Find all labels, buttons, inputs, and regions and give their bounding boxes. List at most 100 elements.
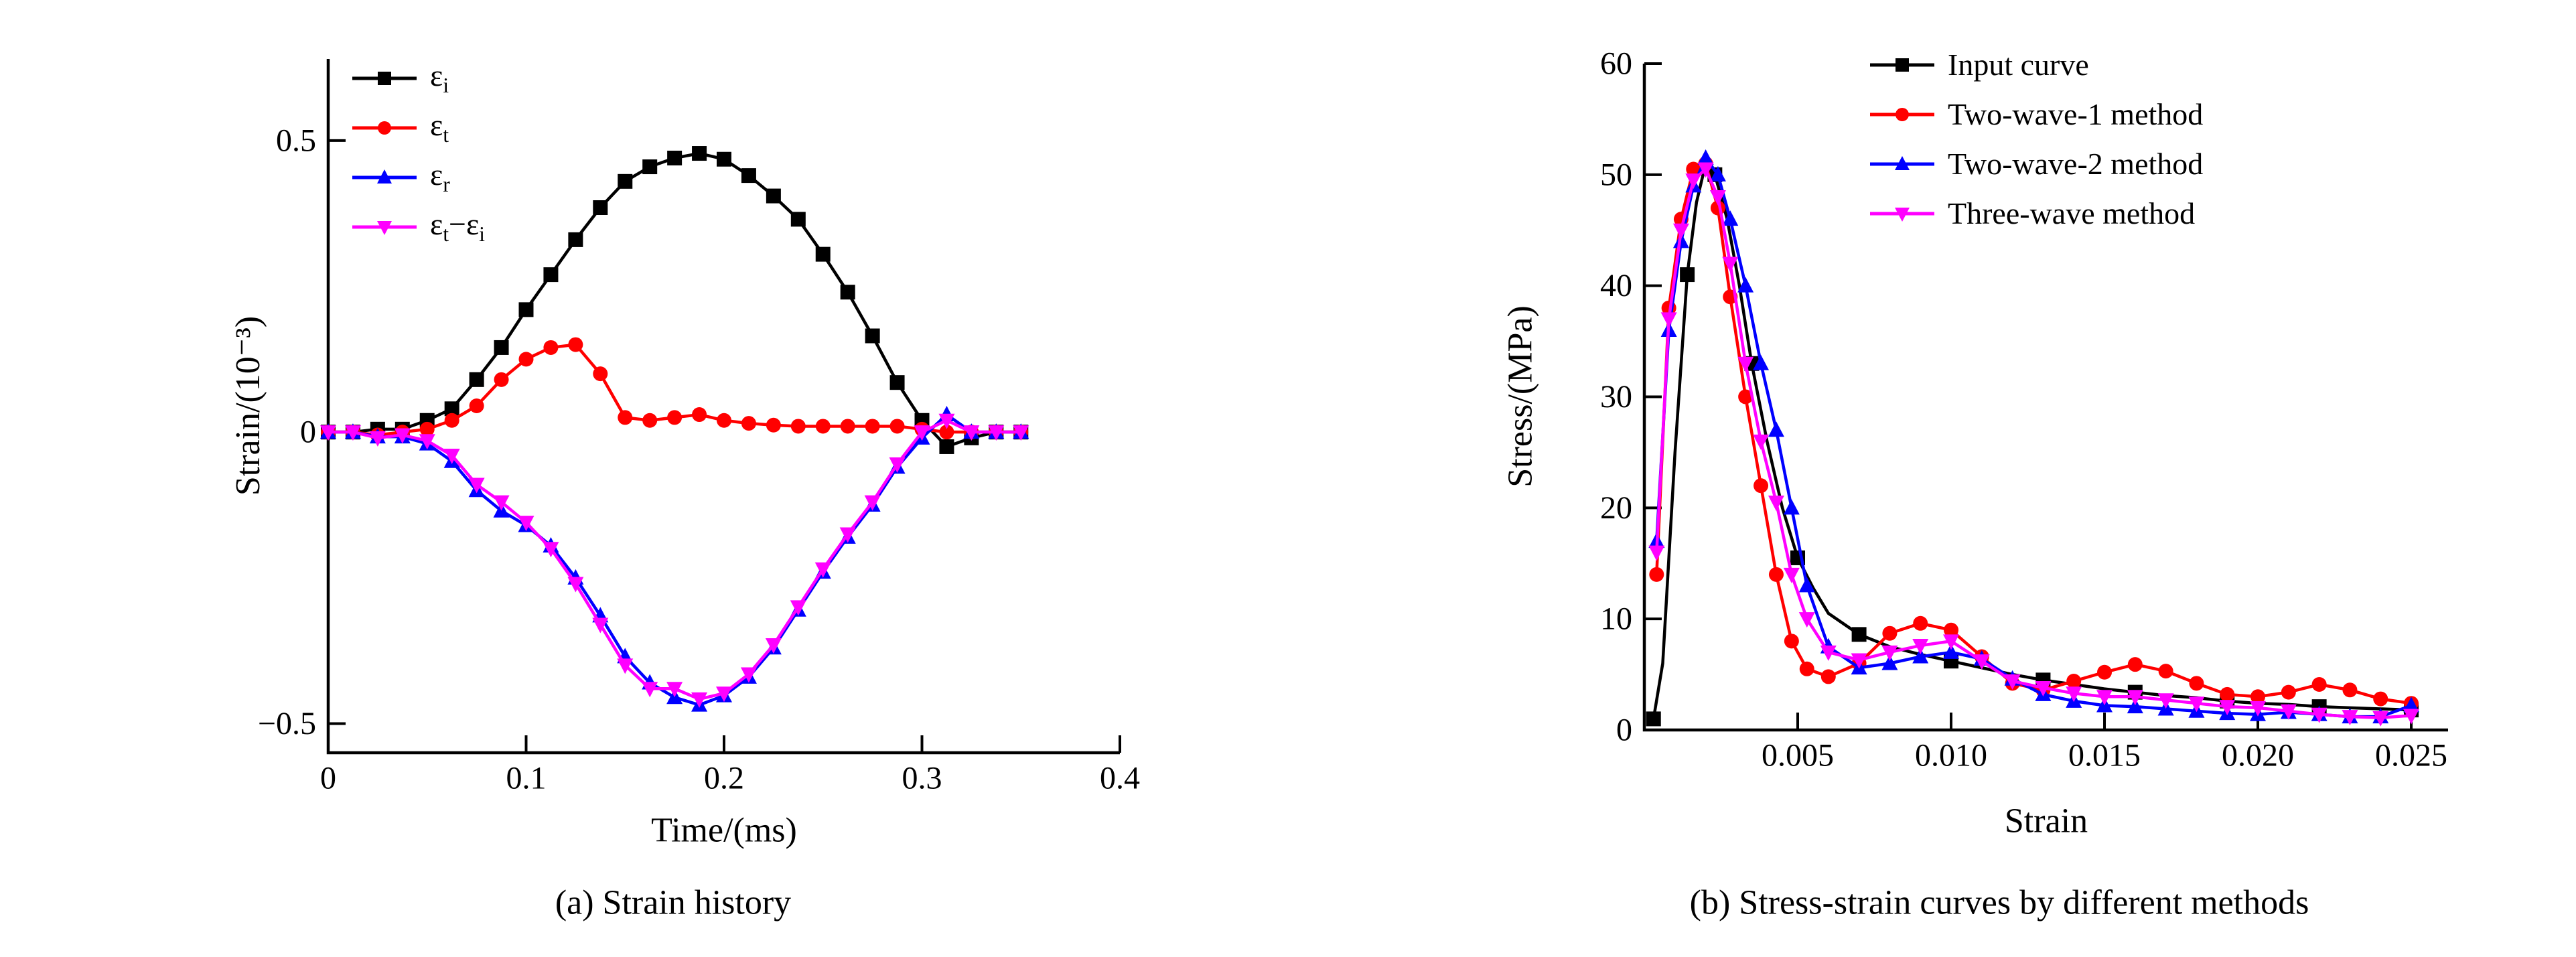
circle-marker (2311, 677, 2327, 692)
circle-marker (889, 419, 905, 434)
circle-marker (1895, 108, 1909, 121)
circle-marker (2220, 686, 2235, 702)
circle-marker (1754, 478, 1769, 494)
square-marker (543, 267, 559, 283)
circle-marker (444, 413, 459, 428)
circle-marker (593, 366, 608, 382)
circle-marker (1686, 161, 1701, 177)
triangle-down-marker (567, 577, 584, 593)
triangle-up-marker (1783, 499, 1800, 515)
series-line (1655, 167, 2413, 720)
legend-item: εt−εi (351, 202, 485, 252)
series-line (1655, 156, 2413, 719)
triangle-down-marker (1851, 653, 1867, 669)
circle-marker (840, 419, 855, 434)
square-marker (378, 72, 391, 85)
circle-marker (1820, 669, 1836, 684)
legend-glyph-circle (1870, 108, 1934, 121)
circle-marker (2158, 664, 2173, 679)
legend-item: Input curve (1869, 40, 2203, 90)
triangle-down-marker (2250, 701, 2267, 717)
square-marker (1680, 267, 1695, 283)
circle-marker (1768, 567, 1784, 582)
circle-marker (2373, 691, 2388, 707)
triangle-down-marker (765, 638, 782, 654)
y-tick-label: 50 (1600, 157, 1632, 192)
triangle-down-marker (1783, 567, 1800, 583)
square-marker (568, 232, 583, 247)
legend-label: Two-wave-2 method (1948, 147, 2204, 181)
y-tick-label: 20 (1600, 490, 1632, 526)
square-marker (618, 173, 633, 189)
square-marker (939, 439, 954, 454)
triangle-down-marker (914, 425, 930, 441)
triangle-down-marker (864, 495, 881, 511)
circle-marker (741, 416, 756, 431)
triangle-down-marker (2157, 693, 2174, 709)
legend-glyph-triangle-down (1870, 208, 1934, 222)
legend-label: εt−εi (430, 207, 485, 246)
series-line (326, 419, 1023, 701)
triangle-up-marker (1722, 210, 1739, 226)
legend-a: εi εt εr εt−εi (351, 54, 485, 252)
triangle-down-marker (1697, 162, 1714, 178)
triangle-down-marker (2188, 696, 2205, 713)
y-tick-label: 40 (1600, 268, 1632, 303)
square-marker (444, 401, 459, 417)
legend-label: Three-wave method (1948, 196, 2196, 230)
triangle-up-marker (1737, 277, 1754, 293)
triangle-down-marker (963, 425, 980, 441)
circle-marker (419, 421, 435, 437)
circle-marker (717, 413, 731, 428)
square-marker (1895, 58, 1909, 72)
y-tick-label: 0.5 (276, 123, 316, 158)
triangle-down-marker (369, 431, 386, 447)
legend-item: Three-wave method (1869, 189, 2203, 238)
circle-marker (1784, 634, 1799, 649)
circle-marker (494, 372, 509, 387)
x-tick-label: 0.020 (2222, 738, 2294, 774)
circle-marker (1913, 615, 1928, 631)
square-marker (494, 340, 509, 355)
triangle-down-marker (518, 516, 534, 532)
circle-marker (667, 410, 683, 425)
triangle-down-marker (1768, 496, 1784, 512)
triangle-up-marker (1697, 149, 1714, 165)
square-marker (889, 375, 905, 390)
legend-item: εi (351, 54, 485, 103)
x-tick-label: 0 (320, 761, 336, 796)
legend-item: Two-wave-2 method (1869, 139, 2203, 189)
triangle-down-marker (1881, 645, 1898, 661)
x-tick-label: 0.025 (2375, 738, 2447, 774)
square-marker (593, 200, 608, 215)
legend-glyph-square (352, 72, 417, 85)
triangle-down-marker (2066, 686, 2082, 703)
triangle-down-marker (988, 425, 1005, 441)
x-tick-label: 0.3 (902, 761, 942, 796)
triangle-down-marker (1737, 356, 1754, 372)
triangle-up-marker (1943, 643, 1960, 659)
triangle-down-marker (1798, 612, 1815, 628)
legend-glyph-triangle-up (1870, 156, 1934, 170)
triangle-down-marker (1660, 312, 1677, 328)
triangle-down-marker (2342, 710, 2358, 726)
triangle-down-marker (889, 457, 906, 473)
triangle-up-marker (1753, 354, 1770, 370)
circle-marker (543, 340, 559, 355)
circle-marker (518, 352, 534, 367)
x-tick-label: 0.2 (704, 761, 744, 796)
chart-b: 0.005 0.010 0.015 0.020 0.025 0 10 20 30 40 50 60 (1600, 46, 2448, 774)
triangle-down-marker (2372, 711, 2389, 727)
legend-item: Two-wave-1 method (1869, 90, 2203, 139)
square-marker (469, 372, 484, 387)
triangle-down-marker (377, 221, 392, 235)
triangle-down-marker (1943, 634, 1960, 650)
circle-marker (865, 419, 880, 434)
triangle-down-marker (666, 682, 683, 698)
legend-b: Input curve Two-wave-1 method Two-wave-2 m… (1869, 40, 2203, 238)
triangle-down-marker (1648, 545, 1665, 561)
square-marker (840, 285, 855, 300)
legend-item: εr (351, 153, 485, 202)
triangle-down-marker (2096, 690, 2113, 706)
